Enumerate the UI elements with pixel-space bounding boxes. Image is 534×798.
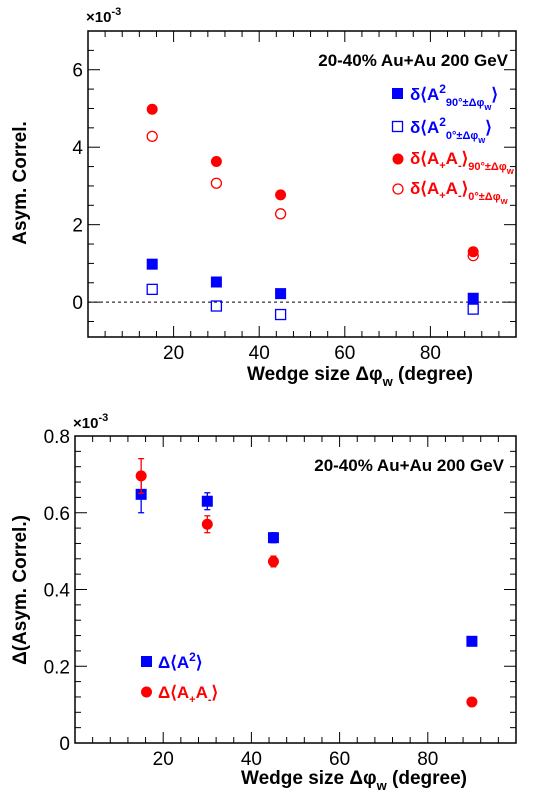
data-markers <box>135 457 478 708</box>
x-tick-label: 60 <box>329 749 350 770</box>
x-tick-label: 20 <box>163 343 184 364</box>
data-point-circle <box>210 156 222 168</box>
data-point-circle <box>201 518 213 530</box>
data-point-circle <box>267 555 279 567</box>
y-tick-label: 0.2 <box>44 657 70 678</box>
data-point-open-circle <box>274 208 287 220</box>
y-multiplier: ×10-3 <box>73 412 108 432</box>
x-tick-label: 20 <box>153 749 174 770</box>
data-point-square <box>210 276 222 288</box>
data-point-open-circle <box>467 250 479 262</box>
x-tick-label: 80 <box>420 343 441 364</box>
data-point-open-square <box>467 303 479 315</box>
legend-marker-filled-square <box>392 88 403 99</box>
x-tick-label: 80 <box>417 749 438 770</box>
x-tick-label: 60 <box>334 343 355 364</box>
data-point-circle <box>146 103 158 115</box>
data-point-circle <box>466 696 478 708</box>
data-point-square <box>135 488 147 500</box>
data-point-square <box>275 288 287 300</box>
data-point-open-square <box>146 283 158 296</box>
x-axis-label: Wedge size Δφw (degree) <box>247 364 473 389</box>
y-tick-label: 0 <box>59 734 70 755</box>
data-point-open-circle <box>210 177 223 189</box>
data-markers <box>88 103 516 321</box>
y-tick-label: 0.8 <box>44 427 70 448</box>
y-tick-label: 0.4 <box>44 581 71 602</box>
data-point-square <box>201 495 213 507</box>
data-point-square <box>466 635 478 647</box>
y-axis-label: Asym. Correl. <box>10 121 31 245</box>
y-tick-label: 4 <box>72 138 83 159</box>
y-tick-label: 0 <box>72 293 83 314</box>
legend-entry-a2-0: δ⟨A20°±Δφw⟩ <box>410 115 492 145</box>
panel-asym-correl: 20 40 60 80 0 2 4 6 ×10-3 20-40% Au+Au 200 GeV… <box>10 6 517 389</box>
plot-frame <box>87 30 517 338</box>
legend-marker-filled-square <box>141 656 152 667</box>
legend-marker-filled-circle <box>392 153 404 165</box>
y-axis-ticks: 0 0.2 0.4 0.6 0.8 <box>44 427 516 755</box>
y-tick-label: 2 <box>72 216 83 237</box>
data-point-circle <box>135 470 147 482</box>
data-point-circle <box>467 246 479 258</box>
panel-title: 20-40% Au+Au 200 GeV <box>318 51 508 70</box>
data-point-square <box>467 292 479 304</box>
y-tick-label: 6 <box>72 61 83 82</box>
x-axis-label: Wedge size Δφw (degree) <box>241 768 467 793</box>
panel-title: 20-40% Au+Au 200 GeV <box>314 456 504 475</box>
legend-marker-filled-circle <box>141 686 152 698</box>
data-point-square <box>146 258 158 270</box>
data-point-open-square <box>274 308 287 321</box>
y-axis-label: Δ(Asym. Correl.) <box>10 515 31 665</box>
legend: δ⟨A290°±Δφw⟩ δ⟨A20°±Δφw⟩ δ⟨A+A-⟩90°±Δφw … <box>391 82 515 206</box>
data-point-square <box>267 532 279 544</box>
x-tick-label: 40 <box>249 343 270 364</box>
y-multiplier: ×10-3 <box>86 6 121 26</box>
legend-entry-a2: Δ⟨A2⟩ <box>158 650 202 672</box>
data-point-circle <box>275 189 287 201</box>
legend-entry-a2-90: δ⟨A290°±Δφw⟩ <box>410 82 498 112</box>
x-axis-ticks: 20 40 60 80 <box>87 31 517 364</box>
data-point-open-circle <box>146 130 158 143</box>
legend-marker-open-circle <box>392 183 404 195</box>
legend: Δ⟨A2⟩ Δ⟨A+A-⟩ <box>141 650 218 706</box>
y-axis-ticks: 0 2 4 6 <box>72 30 516 323</box>
legend-entry-apam: Δ⟨A+A-⟩ <box>158 683 218 706</box>
x-axis-ticks: 20 40 60 80 <box>74 436 517 770</box>
legend-entry-apam-0: δ⟨A+A-⟩0°±Δφw <box>410 179 509 206</box>
panel-delta-asym-correl: 20 40 60 80 0 0.2 0.4 0.6 0.8 ×10-3 20-40% Au+A… <box>10 412 517 793</box>
legend-marker-open-square <box>391 120 404 133</box>
y-tick-label: 0.6 <box>44 504 70 525</box>
data-point-open-square <box>210 300 223 312</box>
x-tick-label: 40 <box>241 749 262 770</box>
legend-entry-apam-90: δ⟨A+A-⟩90°±Δφw <box>410 149 515 176</box>
